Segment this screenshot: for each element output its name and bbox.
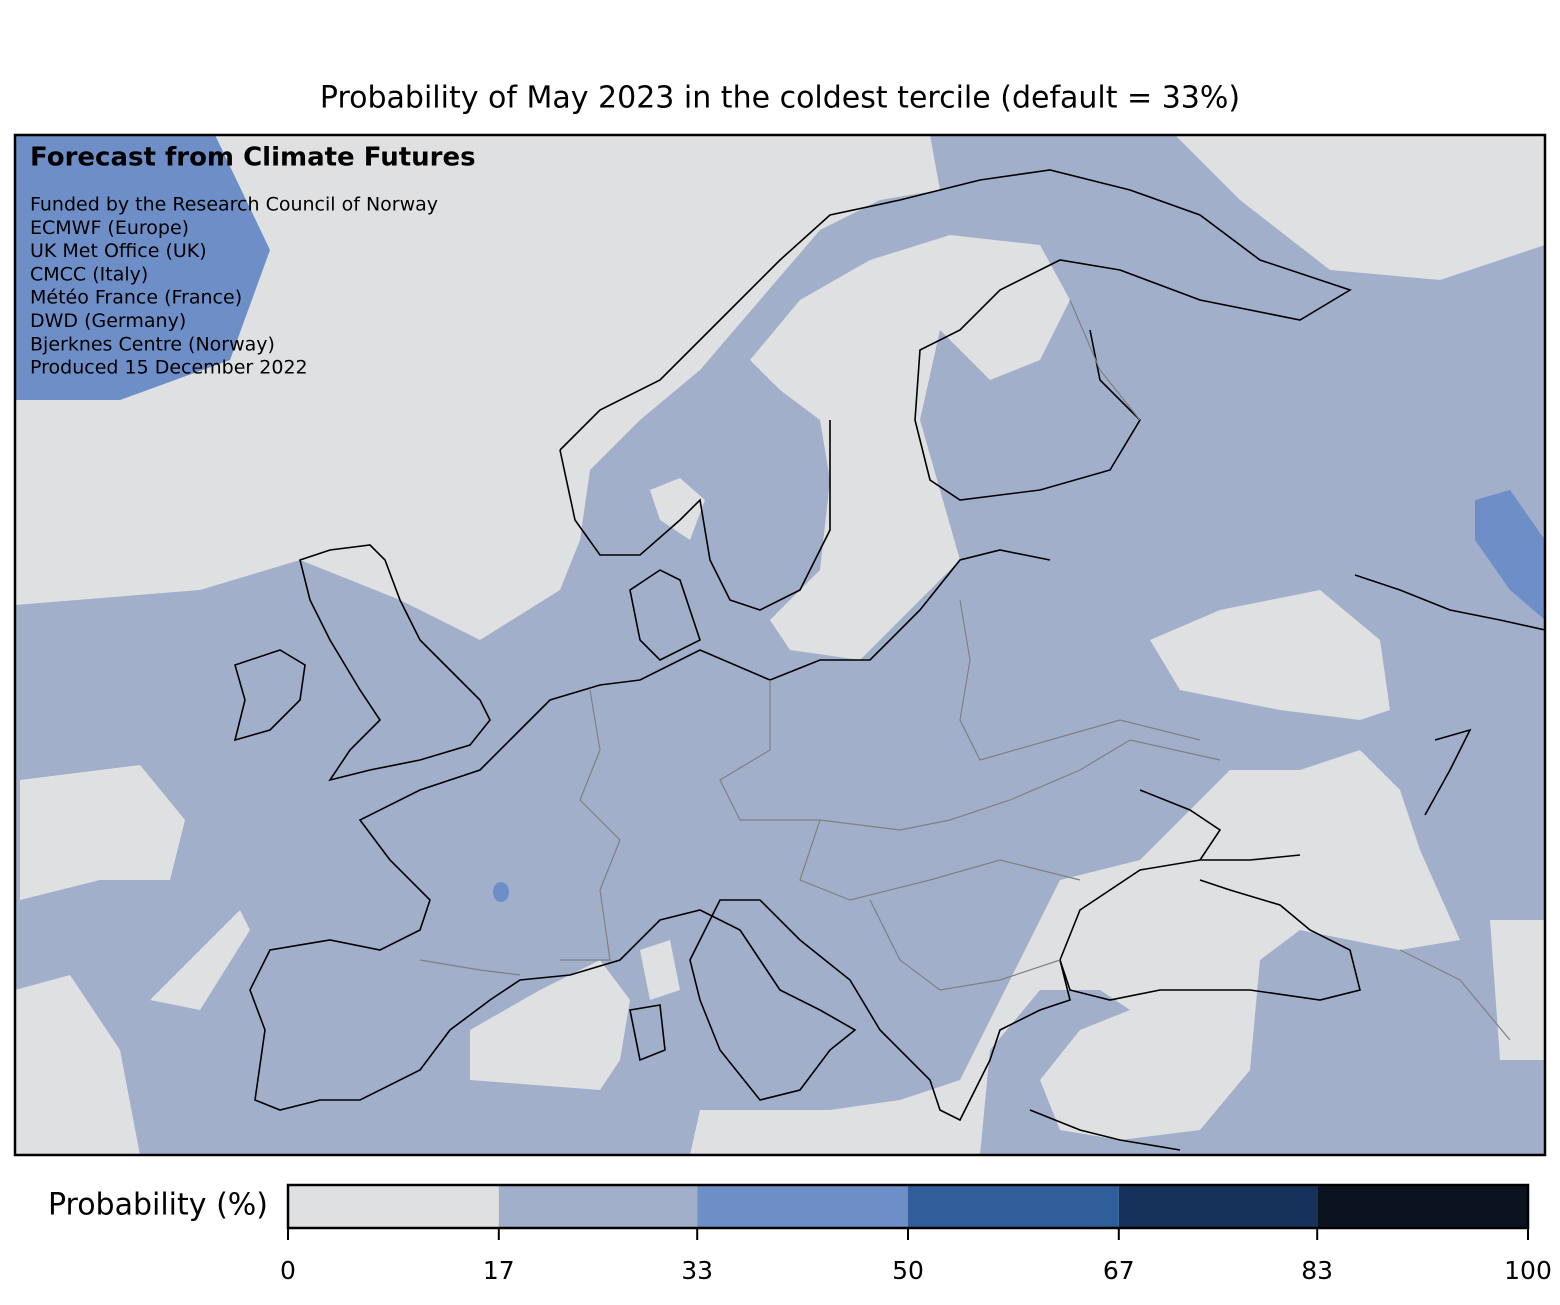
contour-region	[750, 235, 1070, 660]
coastline	[629, 1004, 666, 1062]
coastline	[1139, 789, 1222, 861]
contour-region	[470, 960, 630, 1090]
colorbar-segment	[1317, 1185, 1528, 1228]
coastline	[233, 649, 306, 742]
colorbar-segment	[908, 1185, 1119, 1228]
contour-region	[493, 882, 509, 902]
border	[869, 899, 1061, 991]
colorbar-tick-label: 33	[681, 1256, 713, 1285]
annotation-line: CMCC (Italy)	[30, 263, 148, 285]
contour-low	[15, 135, 1545, 1155]
annotation-line: Funded by the Research Council of Norway	[30, 194, 438, 216]
coastline	[1059, 879, 1361, 1001]
colorbar-segment	[697, 1185, 908, 1228]
border	[560, 689, 621, 961]
annotation-heading: Forecast from Climate Futures	[30, 143, 476, 173]
annotation-line: Bjerknes Centre (Norway)	[30, 333, 275, 355]
contour-region	[15, 135, 270, 400]
contour-region	[15, 975, 140, 1155]
coastline	[1029, 1109, 1181, 1151]
annotation-line: DWD (Germany)	[30, 310, 186, 332]
colorbar-segment	[288, 1185, 499, 1228]
border	[799, 819, 1081, 901]
colorbar-tick-label: 17	[483, 1256, 515, 1285]
contour-region	[1475, 490, 1545, 620]
contour-region	[1490, 920, 1545, 1060]
coastline	[1424, 728, 1472, 816]
contour-region	[1175, 135, 1545, 280]
annotation-line: ECMWF (Europe)	[30, 217, 189, 239]
colorbar-tick-label: 100	[1504, 1256, 1552, 1285]
border	[1069, 299, 1141, 421]
border	[959, 599, 1201, 761]
colorbar-tick-label: 0	[280, 1256, 296, 1285]
contour-region	[150, 910, 250, 1010]
contour-region	[640, 940, 680, 1000]
coastline	[249, 739, 1301, 1122]
coastline	[299, 544, 491, 782]
border	[1399, 949, 1511, 1041]
coastline	[559, 169, 1352, 501]
contour-mid	[15, 135, 1545, 902]
contour-region	[20, 765, 185, 900]
colorbar-segment	[1118, 1185, 1318, 1228]
map-frame	[13, 133, 1547, 1157]
annotation-line: Produced 15 December 2022	[30, 357, 308, 379]
coastline	[1354, 574, 1545, 631]
border	[419, 959, 521, 976]
borders	[419, 299, 1511, 1041]
map	[15, 135, 1545, 1155]
annotation-line: Météo France (France)	[30, 287, 242, 309]
annotation-line: UK Met Office (UK)	[30, 240, 207, 262]
coastlines	[233, 169, 1545, 1151]
coastline	[629, 569, 701, 661]
map-title: Probability of May 2023 in the coldest t…	[320, 81, 1240, 116]
colorbar-segment	[498, 1185, 698, 1228]
coastline	[559, 420, 831, 611]
contour-region	[1150, 590, 1390, 720]
coastline	[509, 549, 1051, 741]
annotation: Funded by the Research Council of Norway…	[30, 194, 438, 379]
colorbar-label: Probability (%)	[48, 1188, 268, 1223]
colorbar: 0 17 33 50 67 83 100	[280, 1183, 1552, 1285]
contour-region	[650, 478, 705, 540]
colorbar-tick-label: 50	[892, 1256, 924, 1285]
border	[719, 680, 1221, 831]
contour-region	[690, 750, 1460, 1155]
colorbar-tick-label: 67	[1103, 1256, 1135, 1285]
colorbar-tick-label: 83	[1301, 1256, 1333, 1285]
